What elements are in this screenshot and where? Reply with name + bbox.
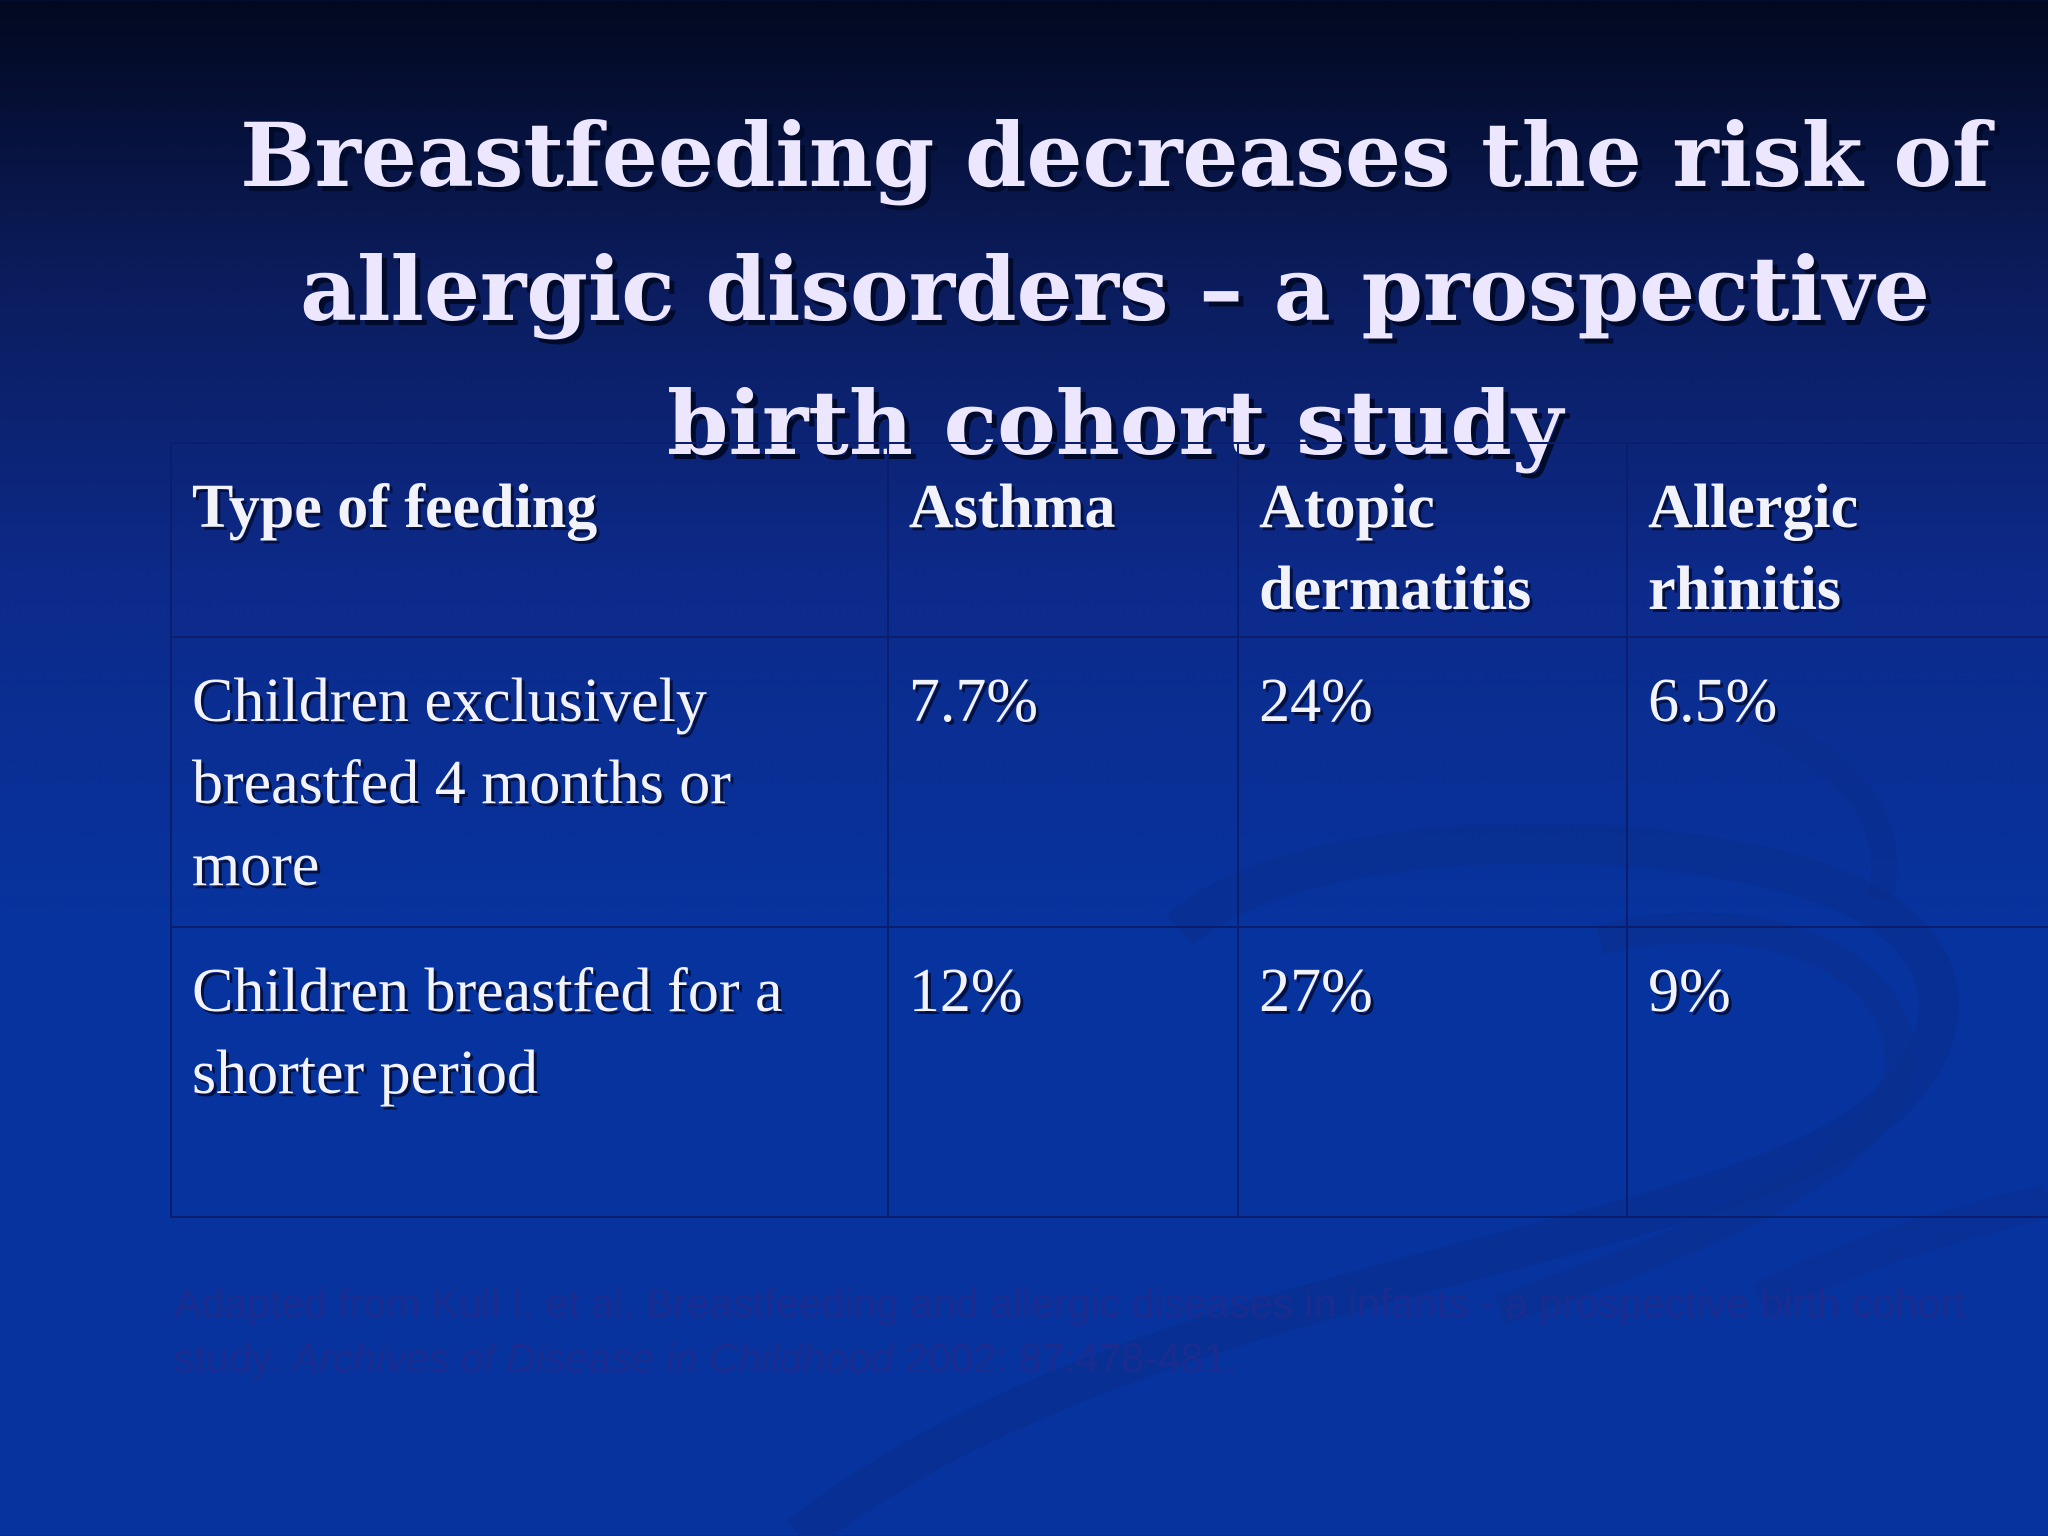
citation-suffix: 2002: 87:478-481. bbox=[904, 1335, 1238, 1381]
header-type-of-feeding: Type of feeding bbox=[170, 442, 889, 638]
slide-title: Breastfeeding decreases the risk of alle… bbox=[240, 103, 1990, 475]
table-header-row: Type of feeding Asthma Atopic dermatitis… bbox=[170, 442, 2048, 638]
source-citation: Adapted from Kull I. et al. Breastfeedin… bbox=[174, 1276, 2034, 1386]
header-atopic-dermatitis: Atopic dermatitis bbox=[1237, 442, 1629, 638]
atopic-dermatitis-cell: 24% bbox=[1237, 636, 1629, 928]
table-row: Children breastfed for a shorter period … bbox=[170, 926, 2048, 1218]
allergic-rhinitis-cell: 9% bbox=[1626, 926, 2048, 1218]
feeding-allergy-table: Type of feeding Asthma Atopic dermatitis… bbox=[170, 442, 2048, 1218]
header-allergic-rhinitis: Allergic rhinitis bbox=[1626, 442, 2048, 638]
citation-prefix: Adapted from Kull I. et al. Breastfeedin… bbox=[174, 1280, 1966, 1381]
header-asthma: Asthma bbox=[886, 442, 1240, 638]
asthma-cell: 7.7% bbox=[886, 636, 1240, 928]
feeding-type-cell: Children exclusively breastfed 4 months … bbox=[170, 636, 889, 928]
asthma-cell: 12% bbox=[886, 926, 1240, 1218]
allergic-rhinitis-cell: 6.5% bbox=[1626, 636, 2048, 928]
feeding-type-cell: Children breastfed for a shorter period bbox=[170, 926, 889, 1218]
citation-journal: Archives of Disease in Childhood bbox=[291, 1335, 894, 1381]
table-row: Children exclusively breastfed 4 months … bbox=[170, 636, 2048, 928]
atopic-dermatitis-cell: 27% bbox=[1237, 926, 1629, 1218]
